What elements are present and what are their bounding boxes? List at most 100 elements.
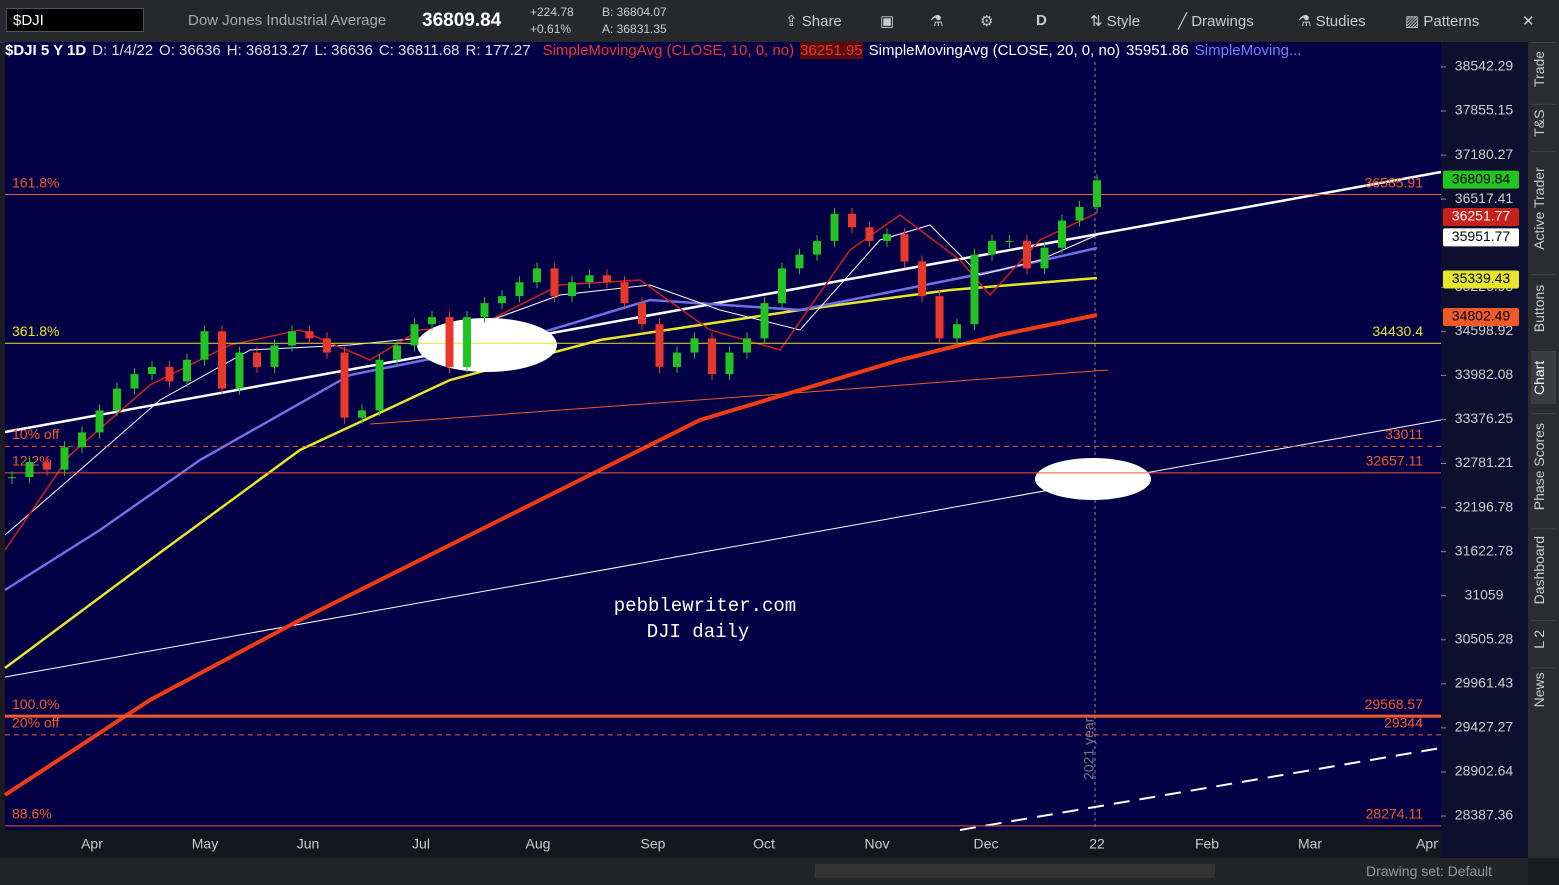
legend-field: D: 1/4/22: [92, 42, 154, 59]
share-button[interactable]: ⇪ Share: [785, 13, 842, 30]
legend-field: H: 36813.27: [226, 42, 309, 59]
y-tick-label: 31622.78: [1455, 542, 1514, 558]
candle: [463, 317, 471, 367]
aggregation-button[interactable]: D: [1036, 12, 1047, 29]
side-tab[interactable]: L 2: [1531, 620, 1556, 659]
bid: B: 36804.07: [602, 5, 667, 19]
candle: [498, 296, 506, 304]
time-axis: [0, 830, 1441, 858]
style-button[interactable]: ⇅ Style: [1090, 13, 1141, 30]
candle: [1040, 247, 1049, 269]
candle: [235, 352, 244, 389]
x-tick-label: Apr: [1416, 836, 1438, 852]
price-label-bg: [1443, 170, 1519, 189]
side-tab[interactable]: News: [1531, 667, 1556, 713]
level-label: 161.8%: [12, 174, 59, 190]
watermark: DJI daily: [647, 621, 750, 643]
side-tab[interactable]: Active Trader: [1531, 150, 1556, 265]
price-label-bg: [1443, 270, 1519, 289]
candle: [1058, 220, 1066, 248]
candle: [323, 338, 331, 353]
level-value: 29568.57: [1365, 696, 1424, 712]
legend-field: C: 36811.68: [378, 42, 460, 59]
side-tab[interactable]: Chart: [1531, 350, 1556, 404]
y-tick-label: 38542.29: [1455, 58, 1514, 74]
candle: [358, 410, 366, 418]
scrollbar[interactable]: [815, 864, 1215, 878]
studies-button[interactable]: ⚗ Studies: [1298, 13, 1366, 30]
symbol-box[interactable]: $DJI: [6, 8, 144, 32]
candle: [550, 268, 559, 297]
side-tab[interactable]: Trade: [1531, 42, 1556, 95]
candle: [410, 324, 419, 346]
y-tick-label: 30505.28: [1455, 630, 1514, 646]
candle: [375, 359, 384, 411]
legend: $DJI 5 Y 1D D: 1/4/22 O: 36636 H: 36813.27 L…: [5, 42, 1313, 62]
candle: [953, 324, 961, 339]
icon-button[interactable]: ⚙: [980, 13, 994, 30]
candle: [533, 268, 541, 283]
button-label: Studies: [1315, 13, 1366, 30]
last-price: 36809.84: [422, 10, 502, 31]
study-name: SimpleMovingAvg (CLOSE, 20, 0, no): [868, 42, 1121, 59]
price-axis: [1441, 42, 1528, 858]
candle: [848, 213, 856, 228]
button-label: Share: [801, 13, 842, 30]
x-tick-label: Jul: [412, 836, 430, 852]
chart: 2021 year pebblewriter.com DJI daily 385…: [0, 42, 1528, 858]
study-value: 36251.95: [800, 42, 863, 59]
y-tick-label: 32781.21: [1455, 454, 1514, 470]
candle: [865, 227, 874, 241]
candle: [288, 331, 296, 346]
icon-button[interactable]: ⚗: [930, 13, 944, 30]
y-tick-label: 37180.27: [1455, 146, 1514, 162]
candle: [60, 447, 69, 470]
candle: [813, 240, 821, 255]
candle: [8, 477, 16, 479]
close-button[interactable]: ✕: [1522, 13, 1535, 30]
year-label: 2021 year: [1081, 717, 1097, 780]
sma-10: [4, 212, 1098, 551]
drawing-set[interactable]: Drawing set: Default: [1366, 863, 1493, 879]
candle: [743, 338, 751, 353]
candle: [43, 462, 51, 470]
x-tick-label: Feb: [1195, 836, 1219, 852]
change: +224.78: [530, 5, 574, 19]
trend-line: [4, 419, 1442, 678]
candle: [480, 303, 489, 318]
candle: [673, 352, 681, 367]
candle: [883, 234, 891, 241]
price-label-bg: [1443, 208, 1519, 227]
candle: [183, 359, 191, 382]
candle: [113, 388, 121, 411]
level-value: 28274.11: [1366, 806, 1424, 822]
side-tab[interactable]: Dashboard: [1531, 528, 1556, 612]
candle: [78, 432, 86, 448]
candle: [778, 268, 786, 304]
price-label-bg: [1443, 307, 1519, 326]
trend-line: [4, 170, 1442, 434]
y-tick-label: 37855.15: [1455, 102, 1514, 118]
patterns-button[interactable]: ▨ Patterns: [1405, 13, 1480, 30]
level-value: 32657.11: [1366, 453, 1424, 469]
candle: [830, 213, 839, 241]
y-tick-label: 31059: [1465, 586, 1504, 602]
side-tab[interactable]: T&S: [1531, 104, 1556, 142]
sma-20: [4, 224, 1098, 536]
legend-studies: SimpleMovingAvg (CLOSE, 10, 0, no) 36251.…: [543, 42, 1308, 59]
candle: [708, 338, 716, 375]
button-label: Style: [1106, 13, 1141, 30]
level-value: 33011: [1385, 426, 1423, 442]
side-tab[interactable]: Phase Scores: [1531, 412, 1556, 519]
icon-button[interactable]: ▣: [880, 13, 895, 30]
x-tick-label: Apr: [81, 836, 103, 852]
x-tick-label: Dec: [974, 836, 999, 852]
candle: [445, 317, 454, 367]
candle: [428, 317, 436, 325]
level-label: 12.2%: [12, 453, 52, 469]
candle: [25, 462, 34, 478]
side-tab[interactable]: Buttons: [1531, 273, 1556, 342]
x-tick-label: Nov: [865, 836, 890, 852]
drawings-button[interactable]: ╱ Drawings: [1178, 13, 1254, 30]
